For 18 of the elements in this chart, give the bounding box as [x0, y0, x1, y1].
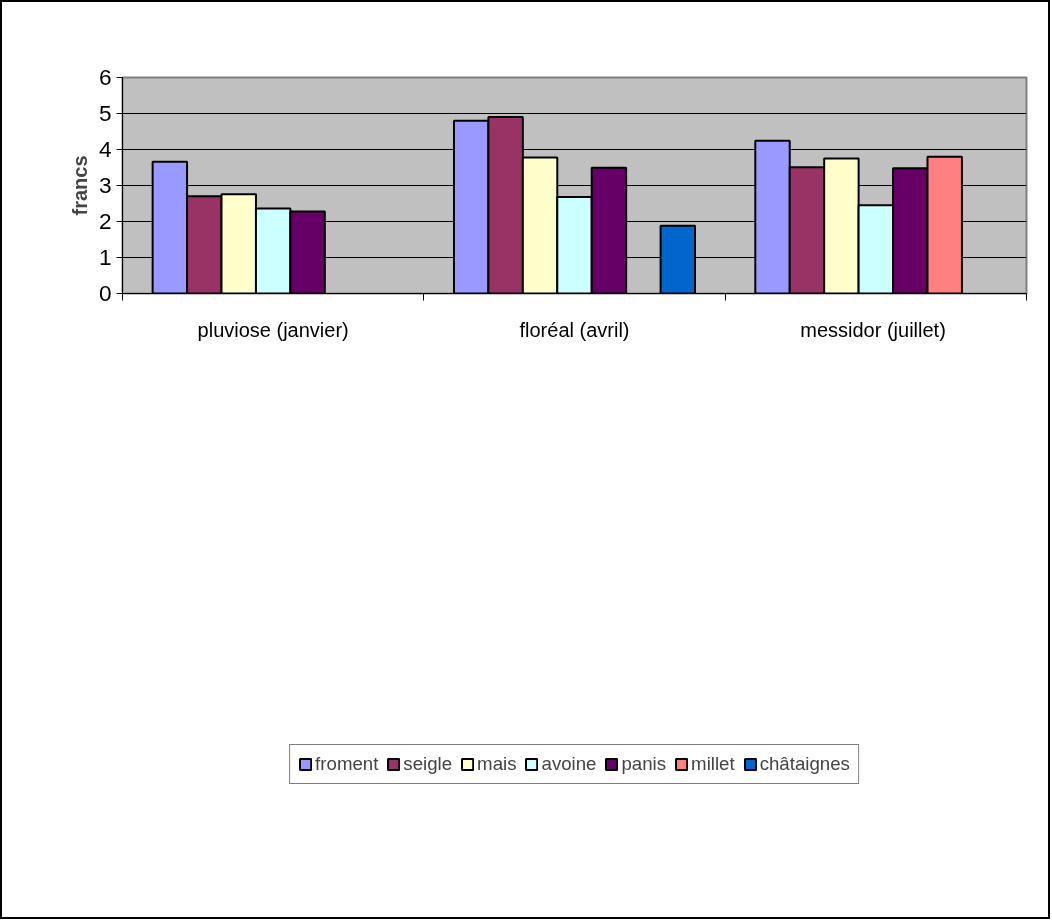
x-tick-label: pluviose (janvier): [197, 318, 349, 341]
legend-label: avoine: [541, 752, 597, 775]
legend-label: seigle: [403, 752, 453, 775]
x-tick-label: messidor (juillet): [800, 318, 946, 341]
y-tick-label: 2: [98, 208, 112, 234]
legend-label: froment: [315, 752, 379, 775]
y-tick-label: 0: [98, 280, 112, 306]
y-tick-label: 6: [98, 64, 112, 90]
y-tick-label: 4: [98, 136, 112, 162]
y-tick-label: 3: [98, 172, 112, 198]
x-tick-label: floréal (avril): [519, 318, 630, 341]
legend-label: millet: [691, 752, 735, 775]
legend-label: mais: [477, 752, 517, 775]
y-axis-title: francs: [68, 155, 91, 216]
legend-label: châtaignes: [759, 752, 850, 775]
y-tick-label: 1: [98, 244, 112, 270]
y-tick-label: 5: [98, 100, 112, 126]
legend-label: panis: [621, 752, 667, 775]
